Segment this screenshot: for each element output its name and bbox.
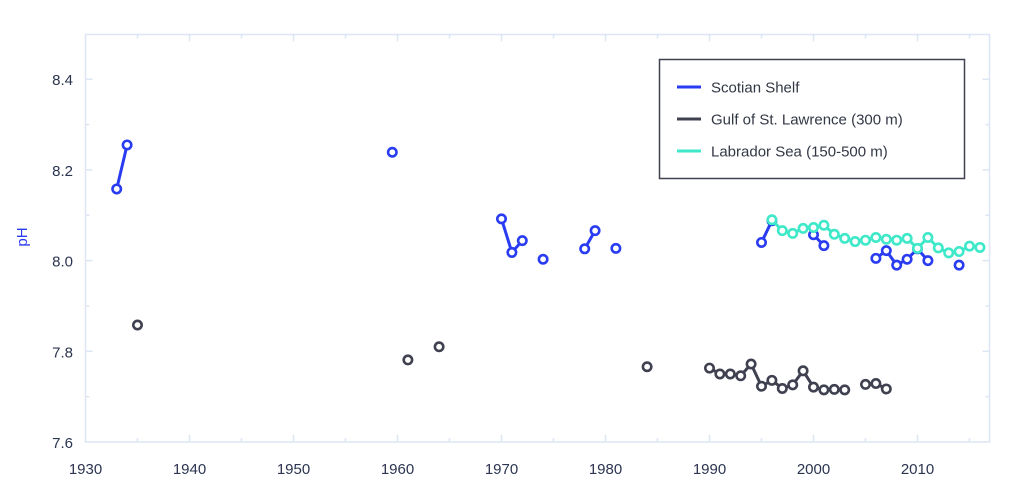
x-tick-label: 1940: [173, 461, 206, 478]
data-point: [610, 242, 622, 254]
data-point: [911, 242, 923, 254]
data-point: [963, 240, 975, 252]
y-axis-title: pH: [14, 227, 31, 246]
data-point: [943, 247, 955, 259]
data-point: [849, 236, 861, 248]
data-point: [922, 255, 934, 267]
series-labrador-sea-150-500-m: [766, 214, 986, 259]
data-point: [807, 381, 819, 393]
data-point: [755, 236, 767, 248]
y-tick-label: 8.2: [52, 163, 73, 180]
x-tick-label: 1960: [381, 461, 414, 478]
x-tick-label: 2000: [797, 461, 830, 478]
data-point: [495, 213, 507, 225]
y-tick-label: 7.6: [52, 435, 73, 452]
data-point: [953, 246, 965, 258]
legend-label-scotian-shelf: Scotian Shelf: [711, 80, 800, 97]
legend-box: [658, 58, 966, 180]
data-point: [714, 368, 726, 380]
x-tick-label: 1930: [69, 461, 102, 478]
x-axis: 1930 1940 1950 1960 1970 1980 1990 2000 2010: [69, 34, 971, 478]
y-axis: 7.6 7.8 8.0 8.2 8.4: [52, 72, 990, 452]
data-point: [121, 139, 133, 151]
data-point: [516, 235, 528, 247]
plot-frame: [84, 33, 991, 443]
data-point: [974, 241, 986, 253]
data-point: [797, 365, 809, 377]
x-tick-label: 1950: [277, 461, 310, 478]
data-point: [953, 259, 965, 271]
data-point: [735, 370, 747, 382]
data-point: [880, 245, 892, 257]
data-point: [766, 214, 778, 226]
data-point: [589, 225, 601, 237]
data-point: [506, 246, 518, 258]
data-point: [386, 146, 398, 158]
legend-item-labrador-sea: Labrador Sea (150-500 m): [677, 144, 888, 161]
data-point: [818, 219, 830, 231]
data-point: [724, 368, 736, 380]
legend-label-labrador-sea: Labrador Sea (150-500 m): [711, 144, 888, 161]
series-layer: [111, 139, 986, 396]
data-point: [870, 377, 882, 389]
series-gulf-of-st-lawrence-300-m: [132, 319, 892, 396]
data-point: [880, 383, 892, 395]
data-point: [818, 384, 830, 396]
data-point: [755, 380, 767, 392]
data-point: [433, 341, 445, 353]
x-tick-label: 1980: [589, 461, 622, 478]
x-tick-label: 1990: [693, 461, 726, 478]
data-point: [891, 234, 903, 246]
data-point: [859, 234, 871, 246]
data-point: [703, 362, 715, 374]
x-tick-label: 2010: [901, 461, 934, 478]
data-point: [828, 383, 840, 395]
data-point: [641, 361, 653, 373]
legend-item-gulf-st-lawrence: Gulf of St. Lawrence (300 m): [677, 112, 903, 129]
legend-item-scotian-shelf: Scotian Shelf: [677, 80, 800, 97]
data-point: [787, 227, 799, 239]
data-point: [859, 378, 871, 390]
data-point: [828, 228, 840, 240]
legend: Scotian Shelf Gulf of St. Lawrence (300 …: [658, 58, 966, 180]
plot-border: [84, 33, 991, 443]
data-point: [776, 382, 788, 394]
data-point: [932, 242, 944, 254]
y-tick-label: 8.4: [52, 72, 73, 89]
data-point: [870, 231, 882, 243]
data-point: [880, 233, 892, 245]
data-point: [901, 253, 913, 265]
data-point: [787, 379, 799, 391]
data-point: [766, 374, 778, 386]
data-point: [818, 240, 830, 252]
x-tick-label: 1970: [485, 461, 518, 478]
data-point: [579, 243, 591, 255]
data-point: [839, 384, 851, 396]
data-point: [891, 259, 903, 271]
legend-label-gulf-st-lawrence: Gulf of St. Lawrence (300 m): [711, 112, 903, 129]
data-point: [402, 354, 414, 366]
data-point: [870, 252, 882, 264]
data-point: [132, 319, 144, 331]
data-point: [839, 232, 851, 244]
data-point: [807, 221, 819, 233]
y-tick-label: 7.8: [52, 344, 73, 361]
data-point: [797, 222, 809, 234]
y-tick-label: 8.0: [52, 254, 73, 271]
data-point: [111, 183, 123, 195]
data-point: [745, 358, 757, 370]
data-point: [537, 253, 549, 265]
data-point: [776, 225, 788, 237]
series-line: [115, 144, 129, 190]
data-point: [901, 232, 913, 244]
data-point: [922, 231, 934, 243]
